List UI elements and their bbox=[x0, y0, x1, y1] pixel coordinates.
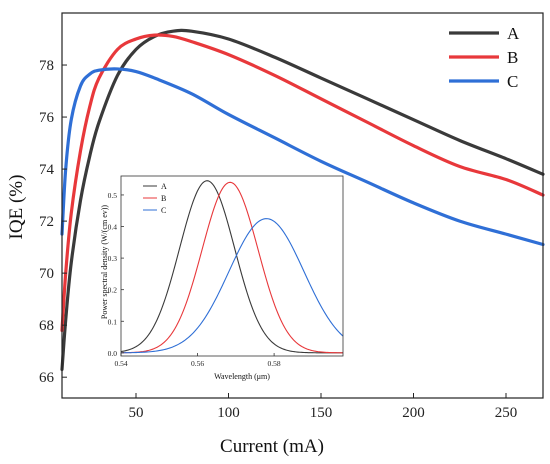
inset-legend-label-a: A bbox=[161, 182, 167, 191]
main-plot: 50 100 150 200 250 66 68 70 72 74 76 78 bbox=[39, 12, 545, 421]
series-line-c bbox=[60, 67, 545, 247]
x-tick-label: 50 bbox=[129, 405, 144, 421]
legend-label-a: A bbox=[507, 24, 520, 43]
legend-label-b: B bbox=[507, 48, 518, 67]
x-axis-title: Current (mA) bbox=[220, 436, 324, 457]
inset-y-tick-label: 0.1 bbox=[108, 317, 118, 326]
series-line-b bbox=[60, 33, 545, 332]
inset-x-tick-label: 0.58 bbox=[268, 359, 281, 368]
main-axis-ticks: 50 100 150 200 250 66 68 70 72 74 76 78 bbox=[39, 58, 517, 421]
series-line-a bbox=[60, 28, 545, 371]
inset-y-tick-label: 0.2 bbox=[108, 286, 118, 295]
inset-plot-frame bbox=[120, 175, 344, 357]
y-axis-title: IQE (%) bbox=[6, 175, 27, 240]
x-tick-label: 200 bbox=[402, 405, 425, 421]
y-tick-label: 76 bbox=[39, 110, 55, 126]
inset-series-lines bbox=[120, 180, 344, 354]
main-plot-frame bbox=[61, 12, 544, 399]
inset-y-tick-label: 0.0 bbox=[108, 349, 118, 358]
inset-x-axis-title: Wavelength (μm) bbox=[214, 372, 270, 381]
inset-y-tick-label: 0.3 bbox=[108, 254, 118, 263]
inset-axis-ticks: 0.54 0.56 0.58 0.0 0.1 0.2 0.3 0.4 0.5 bbox=[108, 191, 281, 368]
inset-series-line-b bbox=[120, 181, 344, 354]
y-tick-label: 72 bbox=[39, 214, 54, 230]
y-tick-label: 70 bbox=[39, 266, 54, 282]
inset-legend-label-b: B bbox=[161, 194, 166, 203]
inset-x-tick-label: 0.54 bbox=[114, 359, 127, 368]
inset-legend: A B C bbox=[143, 182, 167, 215]
inset-legend-label-c: C bbox=[161, 206, 166, 215]
inset-series-line-c bbox=[120, 218, 344, 354]
y-tick-label: 66 bbox=[39, 370, 55, 386]
y-tick-label: 78 bbox=[39, 58, 54, 74]
legend-label-c: C bbox=[507, 72, 518, 91]
inset-x-tick-label: 0.56 bbox=[191, 359, 204, 368]
inset-y-axis-title: Power spectral density (W/(cm ev)) bbox=[100, 205, 109, 320]
x-tick-label: 250 bbox=[495, 405, 518, 421]
inset-y-tick-label: 0.4 bbox=[108, 223, 118, 232]
inset-plot: 0.54 0.56 0.58 0.0 0.1 0.2 0.3 0.4 0.5 Wavelengt… bbox=[100, 175, 344, 381]
inset-series-line-a bbox=[120, 180, 343, 354]
y-tick-label: 68 bbox=[39, 318, 54, 334]
y-tick-label: 74 bbox=[39, 162, 55, 178]
main-series-lines bbox=[60, 28, 545, 371]
x-tick-label: 100 bbox=[217, 405, 240, 421]
inset-y-tick-label: 0.5 bbox=[108, 191, 118, 200]
x-tick-label: 150 bbox=[310, 405, 333, 421]
main-legend: A B C bbox=[449, 24, 520, 91]
